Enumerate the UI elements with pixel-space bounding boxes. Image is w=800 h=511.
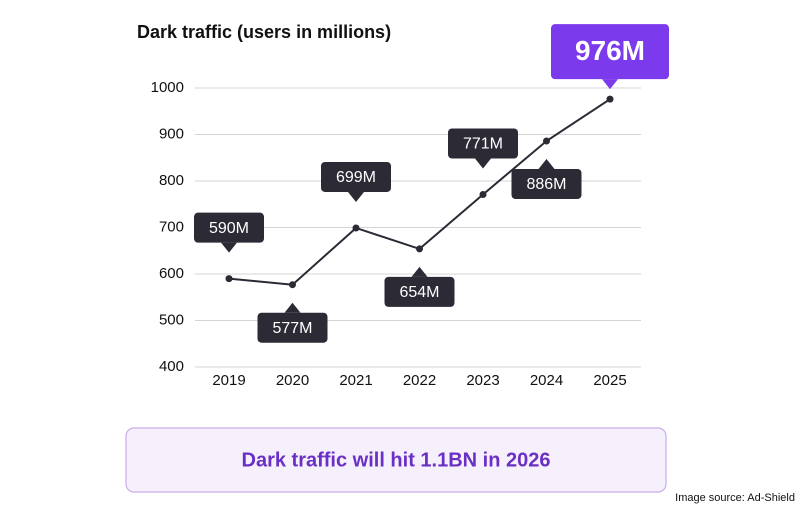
- x-tick-label: 2020: [276, 372, 309, 389]
- label-pointer: [284, 302, 301, 313]
- data-label: 771M: [463, 136, 503, 153]
- x-tick-label: 2022: [403, 372, 436, 389]
- data-label: 654M: [399, 284, 439, 301]
- x-tick-label: 2019: [212, 372, 245, 389]
- label-box: [257, 312, 328, 343]
- label-box: [448, 128, 518, 159]
- data-label: 699M: [336, 169, 376, 186]
- data-label: 577M: [272, 320, 312, 337]
- y-tick-label: 500: [159, 311, 184, 328]
- x-tick-label: 2024: [530, 372, 563, 389]
- y-tick-label: 700: [159, 218, 184, 235]
- y-tick-label: 400: [159, 358, 184, 375]
- point: [606, 95, 614, 103]
- label-box: [321, 161, 391, 192]
- label-box: [384, 276, 455, 307]
- point: [479, 190, 487, 198]
- point: [225, 275, 233, 283]
- source-note: Image source: Ad-Shield: [675, 492, 795, 504]
- y-tick-label: 800: [159, 172, 184, 189]
- y-tick-label: 600: [159, 265, 184, 282]
- x-tick-label: 2025: [593, 372, 626, 389]
- data-label: 590M: [209, 220, 249, 237]
- label-box: [511, 169, 582, 200]
- point: [289, 281, 296, 289]
- label-pointer: [538, 159, 555, 170]
- point: [543, 137, 550, 145]
- y-tick-label: 1000: [151, 79, 184, 96]
- data-label: 886M: [526, 176, 566, 193]
- y-tick-label: 900: [159, 125, 184, 142]
- x-tick-label: 2021: [339, 372, 372, 389]
- data-label: 976M: [575, 35, 645, 66]
- label-pointer: [348, 191, 364, 202]
- callout-text: Dark traffic will hit 1.1BN in 2026: [242, 449, 551, 471]
- label-box: [194, 212, 264, 243]
- label-box: [551, 24, 669, 80]
- label-pointer: [602, 79, 618, 90]
- callout-box: [125, 427, 667, 493]
- label-pointer: [411, 266, 428, 277]
- x-tick-label: 2023: [466, 372, 499, 389]
- label-pointer: [475, 158, 491, 169]
- point: [416, 245, 423, 253]
- label-pointer: [221, 242, 237, 253]
- point: [352, 224, 360, 232]
- chart-title: Dark traffic (users in millions): [137, 22, 391, 42]
